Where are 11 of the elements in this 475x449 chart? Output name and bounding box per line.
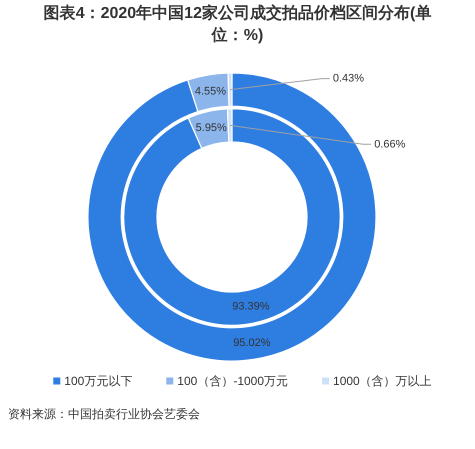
data-label: 95.02% xyxy=(233,336,270,349)
annotation: 资料来源：中国拍卖行业协会艺委会 xyxy=(8,407,200,421)
chart-title: 图表4：2020年中国12家公司成交拍品价档区间分布(单位：%) xyxy=(42,3,432,46)
data-label: 5.95% xyxy=(196,122,227,134)
legend-label: 1000（含）万以上 xyxy=(333,374,432,388)
data-label: 0.66% xyxy=(374,138,406,150)
data-label: 0.43% xyxy=(332,72,364,85)
data-label: 93.39% xyxy=(232,300,270,313)
legend-label: 100（含）-1000万元 xyxy=(177,374,288,388)
legend-label: 100万元以下 xyxy=(64,374,132,388)
data-label: 4.55% xyxy=(194,85,226,98)
